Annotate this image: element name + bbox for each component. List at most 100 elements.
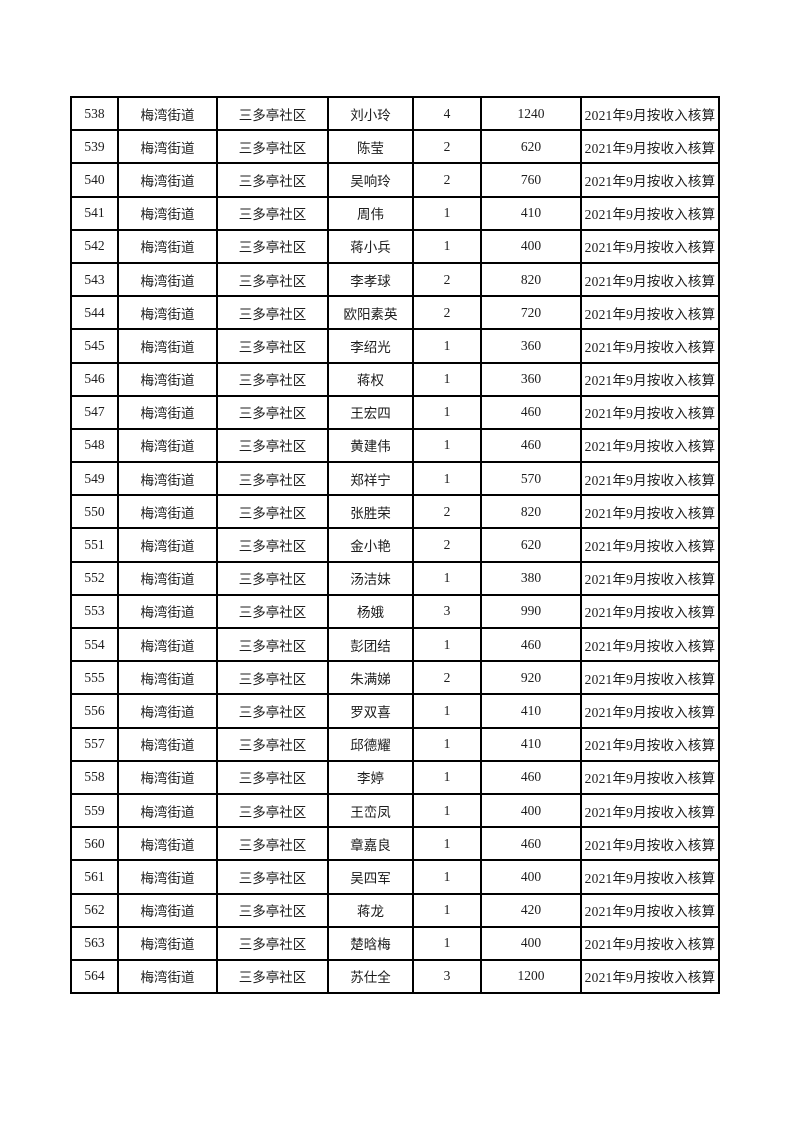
cell-amount: 620 [480, 129, 582, 165]
cell-street: 梅湾街道 [117, 527, 218, 563]
cell-amount: 410 [480, 195, 582, 231]
cell-street: 梅湾街道 [117, 925, 218, 961]
cell-index: 562 [70, 892, 119, 928]
cell-remark: 2021年9月按收入核算 [580, 626, 720, 663]
cell-count: 1 [412, 925, 482, 961]
cell-name: 邱德耀 [327, 726, 414, 762]
cell-name: 苏仕全 [327, 958, 414, 995]
cell-index: 560 [70, 826, 119, 862]
table-row: 546 梅湾街道 三多亭社区 蒋权 1 360 2021年9月按收入核算 [70, 361, 720, 397]
cell-remark: 2021年9月按收入核算 [580, 859, 720, 895]
table-row: 553 梅湾街道 三多亭社区 杨娥 3 990 2021年9月按收入核算 [70, 593, 720, 630]
cell-street: 梅湾街道 [117, 892, 218, 928]
cell-community: 三多亭社区 [216, 461, 329, 497]
cell-amount: 1200 [480, 958, 582, 995]
cell-remark: 2021年9月按收入核算 [580, 328, 720, 364]
cell-index: 552 [70, 560, 119, 596]
cell-street: 梅湾街道 [117, 162, 218, 198]
cell-amount: 400 [480, 859, 582, 895]
table-row: 542 梅湾街道 三多亭社区 蒋小兵 1 400 2021年9月按收入核算 [70, 228, 720, 264]
cell-name: 彭团结 [327, 626, 414, 663]
cell-count: 3 [412, 593, 482, 630]
cell-remark: 2021年9月按收入核算 [580, 129, 720, 165]
cell-street: 梅湾街道 [117, 560, 218, 596]
cell-count: 4 [412, 95, 482, 132]
cell-community: 三多亭社区 [216, 328, 329, 364]
table-row: 549 梅湾街道 三多亭社区 郑祥宁 1 570 2021年9月按收入核算 [70, 461, 720, 497]
table-row: 554 梅湾街道 三多亭社区 彭团结 1 460 2021年9月按收入核算 [70, 626, 720, 663]
cell-count: 1 [412, 361, 482, 397]
table-row: 550 梅湾街道 三多亭社区 张胜荣 2 820 2021年9月按收入核算 [70, 494, 720, 530]
cell-community: 三多亭社区 [216, 427, 329, 464]
cell-community: 三多亭社区 [216, 295, 329, 331]
table-row: 543 梅湾街道 三多亭社区 李孝球 2 820 2021年9月按收入核算 [70, 261, 720, 298]
cell-amount: 380 [480, 560, 582, 596]
table-row: 563 梅湾街道 三多亭社区 楚晗梅 1 400 2021年9月按收入核算 [70, 925, 720, 961]
cell-remark: 2021年9月按收入核算 [580, 195, 720, 231]
cell-remark: 2021年9月按收入核算 [580, 494, 720, 530]
cell-name: 李绍光 [327, 328, 414, 364]
cell-index: 555 [70, 660, 119, 696]
cell-count: 1 [412, 792, 482, 829]
cell-community: 三多亭社区 [216, 660, 329, 696]
cell-amount: 760 [480, 162, 582, 198]
cell-community: 三多亭社区 [216, 693, 329, 729]
table-row: 552 梅湾街道 三多亭社区 汤洁妹 1 380 2021年9月按收入核算 [70, 560, 720, 596]
cell-count: 2 [412, 494, 482, 530]
cell-amount: 460 [480, 626, 582, 663]
table-row: 561 梅湾街道 三多亭社区 吴四军 1 400 2021年9月按收入核算 [70, 859, 720, 895]
cell-street: 梅湾街道 [117, 859, 218, 895]
cell-index: 553 [70, 593, 119, 630]
cell-remark: 2021年9月按收入核算 [580, 826, 720, 862]
cell-amount: 820 [480, 494, 582, 530]
cell-count: 1 [412, 195, 482, 231]
cell-count: 1 [412, 461, 482, 497]
cell-index: 538 [70, 95, 119, 132]
cell-street: 梅湾街道 [117, 261, 218, 298]
cell-count: 1 [412, 693, 482, 729]
cell-amount: 460 [480, 826, 582, 862]
cell-street: 梅湾街道 [117, 726, 218, 762]
cell-street: 梅湾街道 [117, 361, 218, 397]
cell-community: 三多亭社区 [216, 195, 329, 231]
cell-name: 蒋小兵 [327, 228, 414, 264]
cell-name: 楚晗梅 [327, 925, 414, 961]
cell-index: 551 [70, 527, 119, 563]
cell-remark: 2021年9月按收入核算 [580, 162, 720, 198]
cell-street: 梅湾街道 [117, 129, 218, 165]
cell-name: 张胜荣 [327, 494, 414, 530]
cell-name: 汤洁妹 [327, 560, 414, 596]
table-row: 557 梅湾街道 三多亭社区 邱德耀 1 410 2021年9月按收入核算 [70, 726, 720, 762]
cell-street: 梅湾街道 [117, 295, 218, 331]
cell-index: 543 [70, 261, 119, 298]
cell-remark: 2021年9月按收入核算 [580, 228, 720, 264]
cell-index: 540 [70, 162, 119, 198]
cell-remark: 2021年9月按收入核算 [580, 461, 720, 497]
cell-community: 三多亭社区 [216, 925, 329, 961]
cell-count: 1 [412, 394, 482, 430]
cell-index: 559 [70, 792, 119, 829]
cell-name: 蒋龙 [327, 892, 414, 928]
cell-name: 章嘉良 [327, 826, 414, 862]
cell-index: 548 [70, 427, 119, 464]
cell-street: 梅湾街道 [117, 328, 218, 364]
cell-count: 1 [412, 560, 482, 596]
cell-street: 梅湾街道 [117, 593, 218, 630]
cell-count: 2 [412, 295, 482, 331]
cell-amount: 460 [480, 427, 582, 464]
cell-community: 三多亭社区 [216, 261, 329, 298]
cell-amount: 400 [480, 228, 582, 264]
cell-community: 三多亭社区 [216, 394, 329, 430]
cell-amount: 460 [480, 759, 582, 795]
table-row: 539 梅湾街道 三多亭社区 陈莹 2 620 2021年9月按收入核算 [70, 129, 720, 165]
cell-street: 梅湾街道 [117, 693, 218, 729]
cell-amount: 410 [480, 726, 582, 762]
cell-name: 周伟 [327, 195, 414, 231]
cell-remark: 2021年9月按收入核算 [580, 95, 720, 132]
cell-index: 539 [70, 129, 119, 165]
cell-count: 1 [412, 826, 482, 862]
table-row: 564 梅湾街道 三多亭社区 苏仕全 3 1200 2021年9月按收入核算 [70, 958, 720, 995]
table-row: 556 梅湾街道 三多亭社区 罗双喜 1 410 2021年9月按收入核算 [70, 693, 720, 729]
cell-amount: 720 [480, 295, 582, 331]
